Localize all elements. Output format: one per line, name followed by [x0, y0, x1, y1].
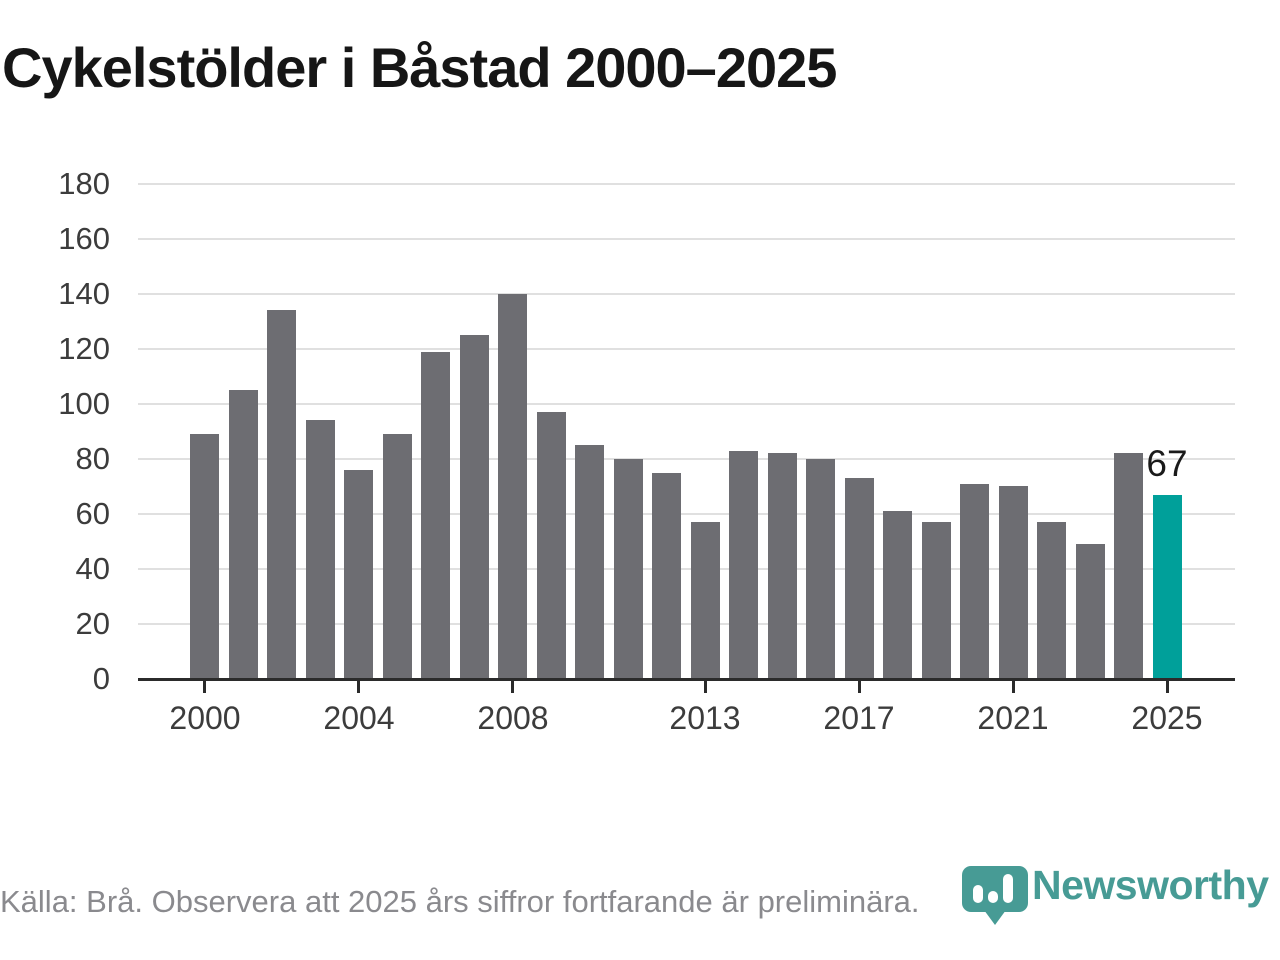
y-tick-label-100: 100: [58, 386, 110, 421]
y-tick-label-160: 160: [58, 221, 110, 256]
x-tick-label-2004: 2004: [323, 700, 395, 736]
logo-bar-icon: [1003, 874, 1013, 903]
x-tick-label-2013: 2013: [669, 700, 741, 736]
x-tick-2017: [858, 680, 861, 693]
bar-2010: [575, 445, 604, 679]
highlighted-value-label: 67: [1146, 443, 1188, 484]
gridline-80: [138, 458, 1235, 460]
bar-2003: [306, 420, 335, 679]
bar-2024: [1114, 453, 1143, 679]
gridline-120: [138, 348, 1235, 350]
y-tick-label-0: 0: [92, 661, 110, 696]
x-tick-2021: [1012, 680, 1015, 693]
bar-2022: [1037, 522, 1066, 679]
bar-2019: [922, 522, 951, 679]
bar-2012: [652, 473, 681, 679]
bar-2000: [190, 434, 219, 679]
bar-2016: [806, 459, 835, 679]
bar-2001: [229, 390, 258, 679]
x-tick-2000: [203, 680, 206, 693]
y-tick-label-40: 40: [75, 551, 110, 586]
x-axis-line: [138, 678, 1235, 681]
y-tick-label-180: 180: [58, 166, 110, 201]
gridline-20: [138, 623, 1235, 625]
gridline-60: [138, 513, 1235, 515]
logo-bar-icon: [988, 891, 998, 903]
bar-2011: [614, 459, 643, 679]
gridline-100: [138, 403, 1235, 405]
logo-pointer-icon: [984, 910, 1006, 925]
bar-2015: [768, 453, 797, 679]
x-tick-2004: [357, 680, 360, 693]
gridline-160: [138, 238, 1235, 240]
newsworthy-pin-barchart-icon: [962, 866, 1028, 912]
bar-2005: [383, 434, 412, 679]
logo-bar-icon: [973, 885, 983, 903]
gridline-180: [138, 183, 1235, 185]
bar-2017: [845, 478, 874, 679]
bar-2021: [999, 486, 1028, 679]
y-tick-label-20: 20: [75, 606, 110, 641]
x-tick-label-2025: 2025: [1131, 700, 1203, 736]
x-tick-label-2000: 2000: [169, 700, 241, 736]
x-tick-2025: [1166, 680, 1169, 693]
bar-2009: [537, 412, 566, 679]
y-tick-label-140: 140: [58, 276, 110, 311]
x-tick-label-2017: 2017: [823, 700, 895, 736]
bar-2008: [498, 294, 527, 679]
bar-2025: [1153, 495, 1182, 679]
bar-2013: [691, 522, 720, 679]
x-tick-2013: [704, 680, 707, 693]
y-tick-label-120: 120: [58, 331, 110, 366]
newsworthy-wordmark: Newsworthy: [1032, 862, 1269, 908]
chart-title: Cykelstölder i Båstad 2000–2025: [2, 36, 837, 99]
bar-2004: [344, 470, 373, 679]
bar-2002: [267, 310, 296, 679]
source-note: Källa: Brå. Observera att 2025 års siffr…: [0, 884, 920, 919]
x-tick-2008: [511, 680, 514, 693]
newsworthy-logo: [962, 866, 1032, 928]
gridline-140: [138, 293, 1235, 295]
bar-2014: [729, 451, 758, 679]
bar-2007: [460, 335, 489, 679]
y-tick-label-80: 80: [75, 441, 110, 476]
x-tick-label-2008: 2008: [477, 700, 549, 736]
bar-2023: [1076, 544, 1105, 679]
y-tick-label-60: 60: [75, 496, 110, 531]
gridline-40: [138, 568, 1235, 570]
bar-2020: [960, 484, 989, 679]
bar-2018: [883, 511, 912, 679]
bar-2006: [421, 352, 450, 679]
x-tick-label-2021: 2021: [977, 700, 1049, 736]
